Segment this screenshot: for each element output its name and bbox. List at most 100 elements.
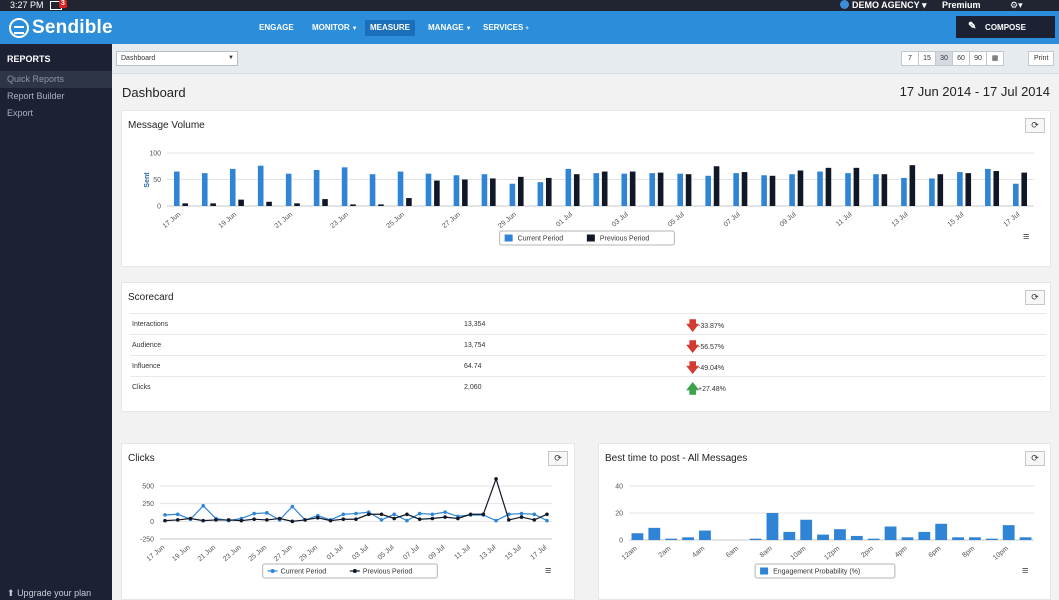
bar xyxy=(173,171,180,206)
menu-icon[interactable]: ≡ xyxy=(545,565,552,577)
caret-down-icon: ▼ xyxy=(465,26,472,32)
x-tick-label: 12am xyxy=(621,545,639,562)
x-tick-label: 23 Jun xyxy=(222,544,243,563)
bar xyxy=(937,174,944,206)
range-7-button[interactable]: 7 xyxy=(901,51,919,66)
metric-value: 13,754 xyxy=(464,342,486,349)
x-tick-label: 07 Jul xyxy=(402,544,421,562)
menu-icon[interactable]: ≡ xyxy=(1023,231,1030,243)
data-point xyxy=(252,511,256,516)
metric-value: 2,060 xyxy=(464,384,482,391)
sidebar-item-export[interactable]: Export xyxy=(7,108,34,118)
bar xyxy=(378,204,384,206)
bar xyxy=(873,174,879,206)
bar xyxy=(881,174,888,206)
dashboard-select[interactable]: Dashboard ▼ xyxy=(116,51,238,66)
nav-services[interactable]: SERVICES + xyxy=(478,20,534,36)
sendible-logo[interactable]: Sendible xyxy=(9,16,113,40)
nav-engage[interactable]: ENGAGE xyxy=(254,20,299,36)
metric-change: -56.57% xyxy=(698,344,725,351)
upgrade-arrow-icon: ⬆ xyxy=(7,588,15,598)
refresh-icon[interactable]: ⟳ xyxy=(1025,290,1045,305)
data-point xyxy=(417,511,422,516)
metric-name: Influence xyxy=(132,363,161,370)
caret-down-icon: ▼ xyxy=(351,26,358,32)
data-point xyxy=(417,517,422,522)
range-30-button[interactable]: 30 xyxy=(935,51,953,66)
x-tick-label: 09 Jul xyxy=(779,211,798,229)
best-time-chart: 0 20 40 12am 2am 4am 6am 8am 10am 12pm 2pm 4pm 6pm 8p… xyxy=(615,484,1034,579)
range-15-button[interactable]: 15 xyxy=(918,51,936,66)
x-tick-label: 29 Jun xyxy=(298,544,319,563)
legend-label: Previous Period xyxy=(363,569,413,576)
y-tick-label: 50 xyxy=(153,177,161,184)
bar xyxy=(322,199,328,206)
bar xyxy=(621,173,628,206)
bar xyxy=(677,173,684,206)
nav-label: MANAGE xyxy=(428,23,464,32)
scorecard-row: Audience 13,754 🡇 -56.57% xyxy=(130,334,1046,355)
bar xyxy=(182,203,188,206)
refresh-icon[interactable]: ⟳ xyxy=(548,451,568,466)
y-tick-label: 500 xyxy=(142,484,154,491)
data-point xyxy=(175,512,180,517)
date-range-buttons: 7 15 30 60 90 ▦ xyxy=(901,51,1004,66)
panel-title: Scorecard xyxy=(128,292,174,303)
x-tick-label: 8am xyxy=(759,545,774,559)
data-point xyxy=(519,515,524,519)
range-60-button[interactable]: 60 xyxy=(952,51,970,66)
legend: Engagement Probability (%) xyxy=(754,563,896,579)
bar xyxy=(850,535,863,540)
x-tick-label: 15 Jul xyxy=(947,211,966,229)
sidebar-item-report-builder[interactable]: Report Builder xyxy=(7,91,65,101)
y-tick-label: 20 xyxy=(615,511,623,518)
range-90-button[interactable]: 90 xyxy=(969,51,987,66)
data-point xyxy=(316,516,320,520)
bar xyxy=(369,174,376,206)
bar xyxy=(210,203,216,206)
nav-measure[interactable]: MEASURE xyxy=(365,20,416,36)
legend-swatch xyxy=(760,567,769,575)
calendar-icon[interactable]: ▦ xyxy=(986,51,1004,66)
print-button[interactable]: Print xyxy=(1028,51,1055,66)
x-tick-label: 03 Jul xyxy=(611,211,630,229)
nav-monitor[interactable]: MONITOR ▼ xyxy=(307,20,363,36)
y-axis-label: Sent xyxy=(144,172,151,188)
bar xyxy=(789,174,795,206)
bar xyxy=(969,537,981,540)
scorecard-row: Interactions 13,354 🡇 -33.87% xyxy=(130,313,1046,334)
bar xyxy=(817,534,829,540)
data-point xyxy=(379,518,384,522)
gear-icon[interactable]: ⚙▾ xyxy=(1010,0,1023,10)
data-point xyxy=(354,517,358,522)
y-tick-label: -250 xyxy=(140,537,154,544)
data-point xyxy=(290,504,295,509)
refresh-icon[interactable]: ⟳ xyxy=(1025,451,1045,466)
bar xyxy=(1002,525,1015,540)
sidebar-item-quick-reports[interactable]: Quick Reports xyxy=(0,71,112,88)
agency-menu[interactable]: DEMO AGENCY ▾ xyxy=(840,0,927,11)
refresh-icon[interactable]: ⟳ xyxy=(1025,118,1045,133)
x-tick-label: 21 Jun xyxy=(197,544,218,563)
bar xyxy=(453,175,460,206)
menu-icon[interactable]: ≡ xyxy=(1022,565,1029,577)
data-point xyxy=(481,512,486,517)
x-tick-label: 4am xyxy=(691,545,706,559)
data-point xyxy=(392,516,397,521)
bar xyxy=(537,182,544,206)
x-tick-label: 6am xyxy=(725,545,740,559)
upgrade-link[interactable]: ⬆ Upgrade your plan xyxy=(7,588,91,599)
y-tick-label: 40 xyxy=(615,484,623,491)
pencil-icon: ✎ xyxy=(968,21,977,32)
x-tick-label: 15 Jul xyxy=(504,544,523,562)
filter-bar: Dashboard ▼ 7 15 30 60 90 ▦ Print xyxy=(112,44,1059,74)
compose-button[interactable]: ✎ COMPOSE xyxy=(956,16,1055,38)
data-point xyxy=(226,518,231,522)
nav-manage[interactable]: MANAGE ▼ xyxy=(423,20,477,36)
data-point xyxy=(265,511,269,515)
scorecard-panel: Scorecard ⟳ Interactions 13,354 🡇 -33.87… xyxy=(121,282,1051,412)
bar xyxy=(965,173,972,206)
data-point xyxy=(545,518,549,523)
legend: Current Period Previous Period xyxy=(262,563,438,579)
nav-label: ENGAGE xyxy=(259,23,294,32)
